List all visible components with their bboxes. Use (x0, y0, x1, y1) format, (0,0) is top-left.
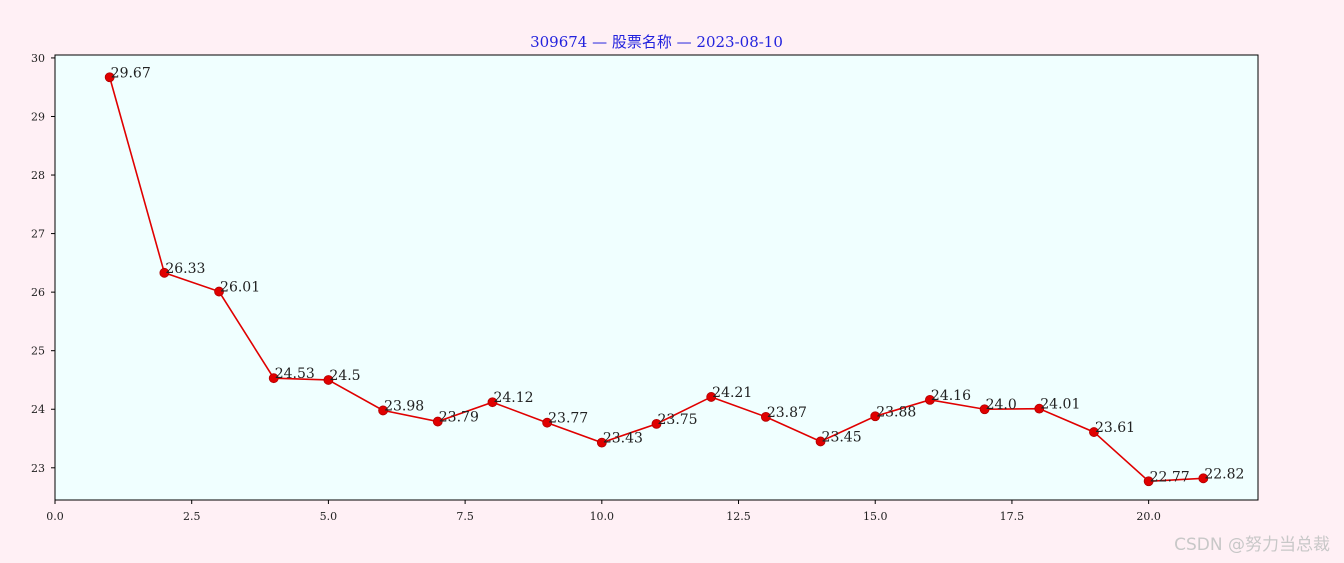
data-point (542, 417, 553, 428)
data-label: 29.67 (111, 65, 151, 81)
data-label: 23.75 (658, 412, 698, 428)
data-label: 24.0 (986, 397, 1017, 413)
data-label: 23.45 (822, 429, 862, 445)
data-label: 23.98 (384, 398, 424, 414)
x-tick-label: 15.0 (863, 510, 888, 523)
data-point (979, 404, 990, 415)
x-tick-label: 0.0 (46, 510, 64, 523)
x-tick-label: 20.0 (1136, 510, 1161, 523)
data-point (323, 375, 334, 385)
data-point (1143, 476, 1154, 487)
data-point (1089, 427, 1099, 437)
series-group: 29.67 26.33 26.01 24.53 24.5 23.98 23.79 24.12 2… (104, 65, 1244, 487)
data-point (268, 373, 279, 384)
data-point (214, 286, 224, 297)
data-point (487, 397, 498, 408)
data-point (815, 436, 826, 447)
axis-ticks: 0.0 2.5 5.0 7.5 10.0 12.5 15.0 17.5 20.0 23 24 25 26… (31, 52, 1161, 523)
y-tick-label: 26 (31, 286, 45, 299)
data-label: 26.01 (220, 280, 260, 296)
data-point (1198, 473, 1209, 484)
data-point (706, 392, 717, 402)
data-label: 23.79 (439, 410, 479, 426)
data-label: 23.43 (603, 431, 643, 447)
y-tick-label: 28 (31, 169, 45, 182)
x-tick-label: 5.0 (320, 510, 338, 523)
data-point (760, 411, 771, 422)
data-label: 24.01 (1040, 397, 1080, 413)
data-point (1034, 403, 1045, 414)
y-tick-label: 24 (31, 403, 45, 416)
data-label: 24.21 (712, 385, 752, 401)
y-tick-label: 23 (31, 462, 45, 475)
plot-frame (54, 54, 1259, 501)
y-tick-label: 29 (31, 110, 45, 123)
data-point (925, 394, 935, 405)
x-tick-label: 7.5 (456, 510, 474, 523)
data-point (378, 405, 388, 416)
data-label: 23.77 (548, 411, 588, 427)
data-label: 24.5 (329, 368, 360, 384)
x-tick-label: 12.5 (726, 510, 751, 523)
data-label: 23.88 (876, 404, 916, 420)
data-label: 24.53 (275, 366, 315, 382)
data-label: 23.61 (1095, 420, 1135, 436)
y-tick-label: 25 (31, 345, 45, 358)
data-point (432, 416, 443, 427)
chart-title: 309674 — 股票名称 — 2023-08-10 (530, 33, 783, 51)
data-label: 24.16 (931, 388, 971, 404)
data-label: 23.87 (767, 405, 807, 421)
data-label: 22.82 (1204, 466, 1244, 482)
data-point (870, 411, 881, 422)
data-label: 24.12 (493, 390, 533, 406)
x-tick-label: 10.0 (590, 510, 615, 523)
x-tick-label: 17.5 (1000, 510, 1025, 523)
y-tick-label: 27 (31, 228, 45, 241)
data-label: 22.77 (1150, 469, 1190, 485)
data-label: 26.33 (165, 261, 205, 277)
plot-area (55, 55, 1258, 500)
data-point (104, 72, 115, 83)
data-point (159, 267, 170, 278)
data-point (596, 437, 607, 448)
y-tick-label: 30 (31, 52, 45, 65)
x-tick-label: 2.5 (183, 510, 201, 523)
watermark: CSDN @努力当总裁 (1174, 535, 1330, 555)
data-point (651, 418, 662, 429)
